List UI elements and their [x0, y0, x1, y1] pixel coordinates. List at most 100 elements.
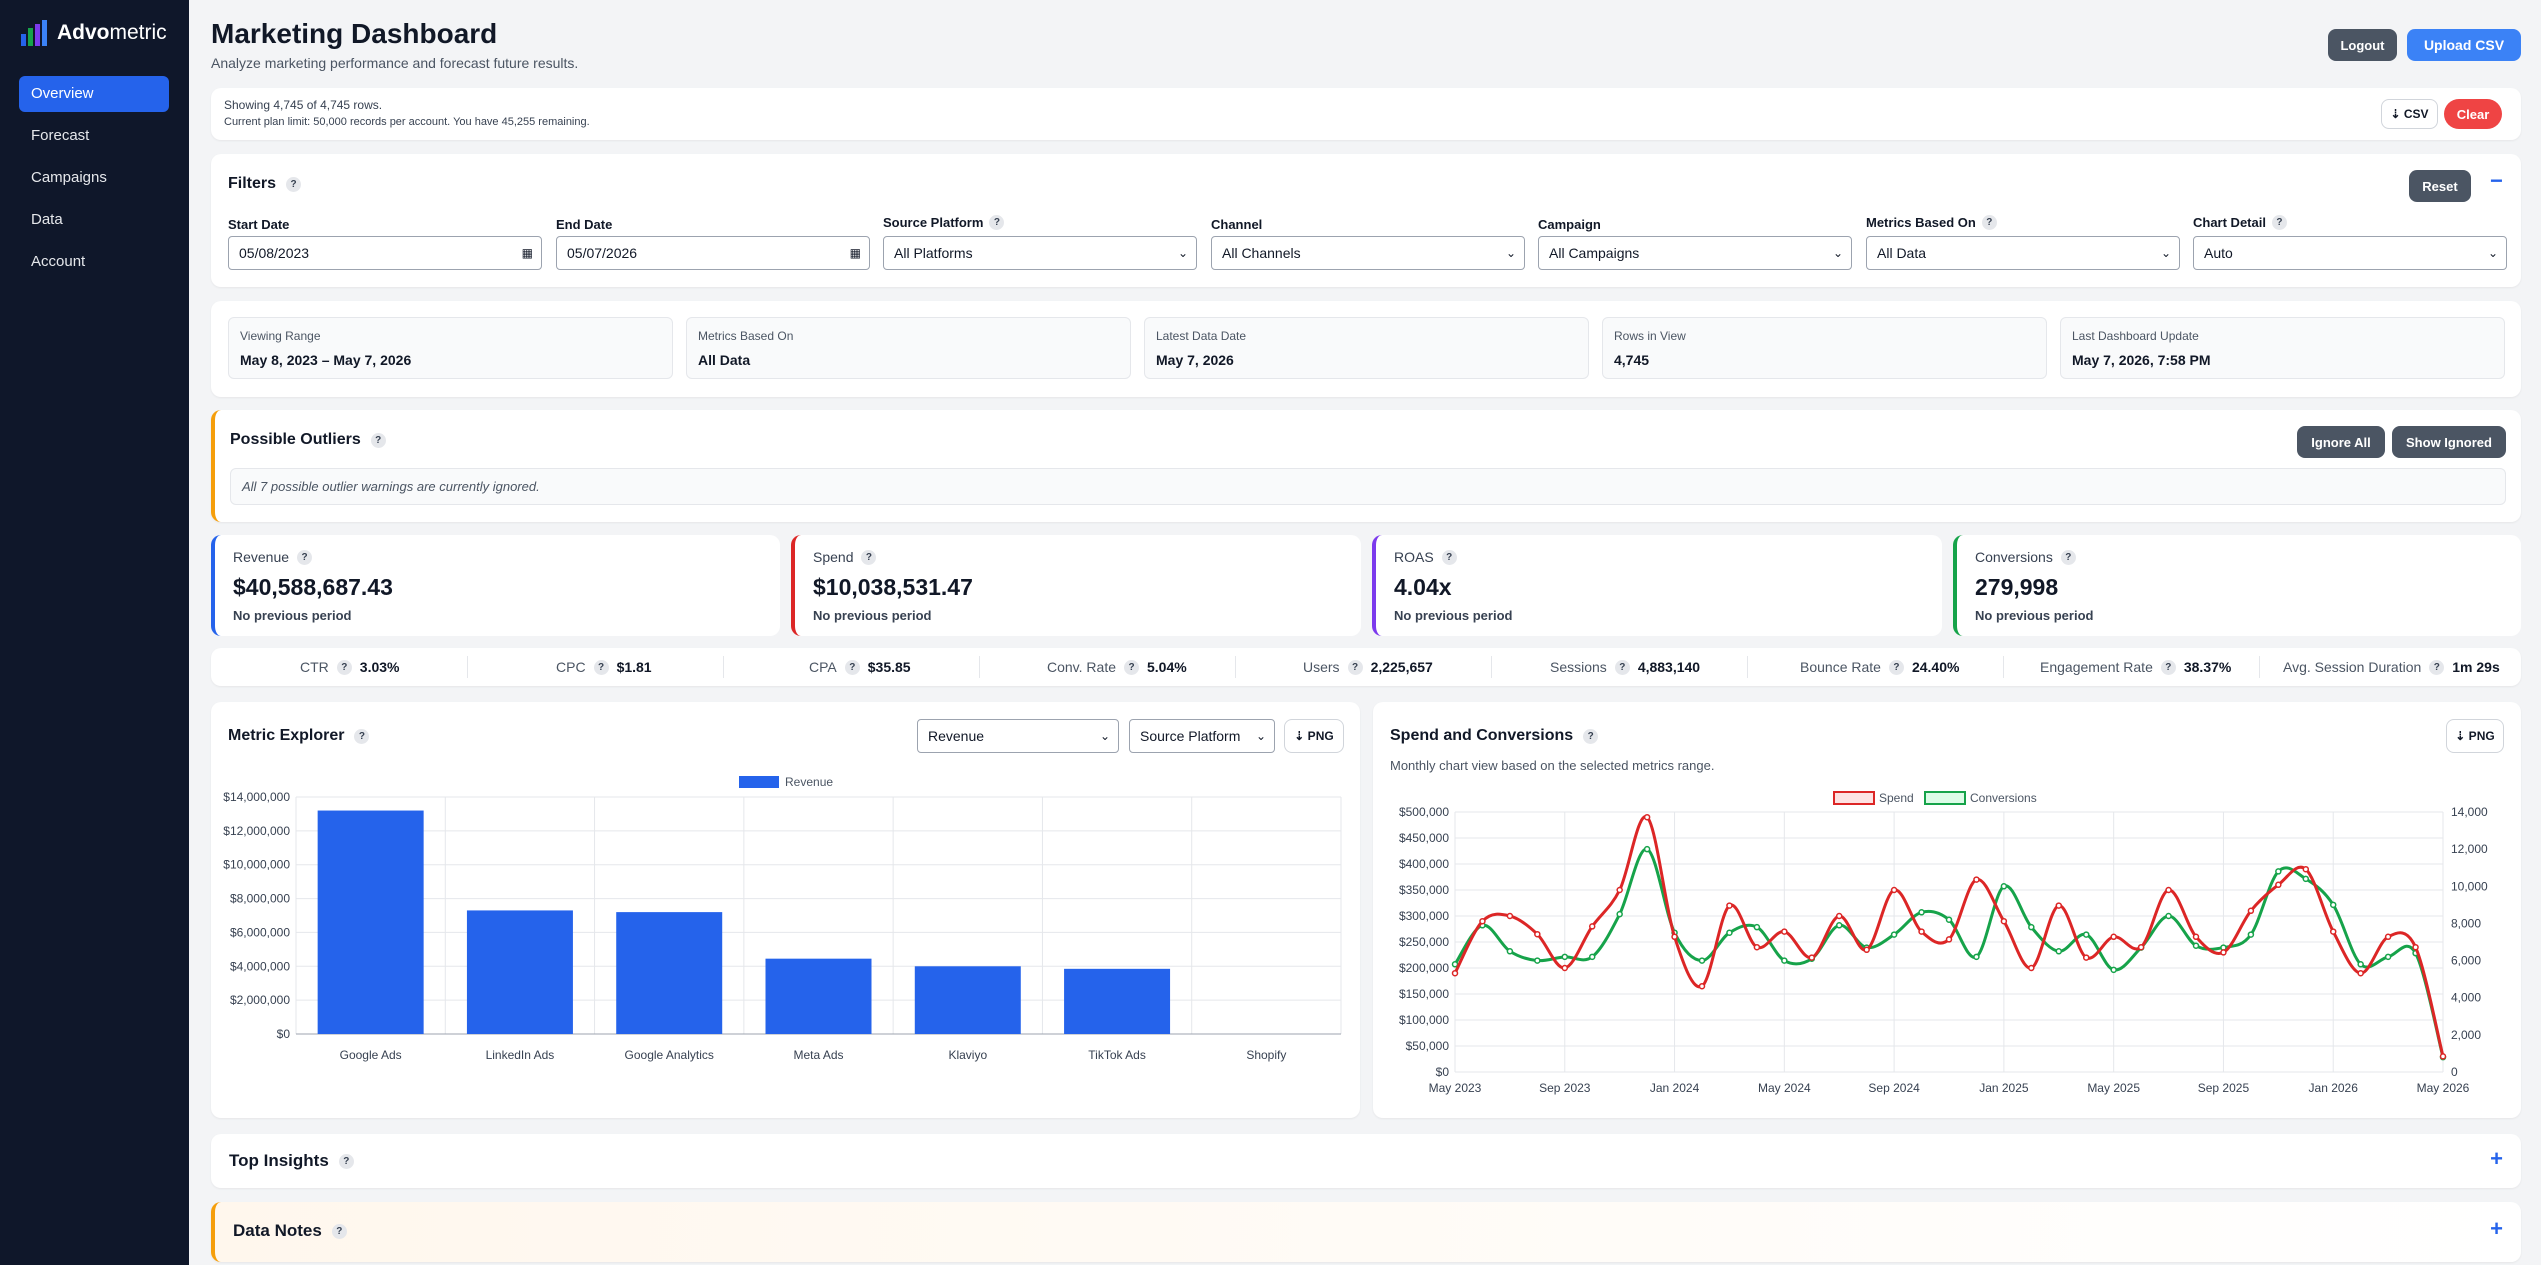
nav-item-campaigns[interactable]: Campaigns — [31, 169, 107, 186]
chart-detail-label: Chart Detail? — [2193, 215, 2287, 230]
channel-select[interactable]: All Channels ⌄ — [1211, 236, 1525, 270]
help-icon[interactable]: ? — [354, 728, 370, 744]
page-title: Marketing Dashboard — [211, 18, 498, 49]
bar — [765, 958, 872, 1034]
y-left-tick-label: $50,000 — [1406, 1039, 1450, 1053]
metric-explorer-card: Metric Explorer? Revenue ⌄ Source Platfor… — [211, 702, 1360, 1118]
metric-engagement-rate: Engagement Rate? 38.37% — [2040, 659, 2232, 675]
outliers-title: Possible Outliers? — [230, 431, 386, 449]
help-icon[interactable]: ? — [1981, 215, 1997, 230]
x-tick-label: Sep 2024 — [1868, 1081, 1920, 1095]
help-icon[interactable]: ? — [297, 549, 313, 565]
conversions-point — [1698, 957, 1706, 964]
conversions-point — [1451, 961, 1459, 968]
help-icon[interactable]: ? — [1441, 549, 1457, 565]
start-date-input[interactable]: 05/08/2023 ▦ — [228, 236, 542, 270]
help-icon[interactable]: ? — [2060, 549, 2076, 565]
help-icon[interactable]: ? — [844, 659, 860, 675]
revenue-bar-chart: Revenue $0 $2,000,000 $4,000,000 $6,000,000 $… — [223, 775, 1342, 1062]
y-left-tick-label: $400,000 — [1399, 857, 1449, 871]
nav-item-overview[interactable]: Overview — [19, 76, 169, 112]
brand-name: Advometric — [57, 21, 167, 44]
help-icon[interactable]: ? — [2160, 659, 2176, 675]
x-tick-label: Meta Ads — [793, 1048, 843, 1062]
help-icon[interactable]: ? — [2271, 215, 2287, 230]
conversions-point — [2384, 953, 2392, 961]
bar — [1064, 968, 1171, 1034]
nav-item-forecast[interactable]: Forecast — [31, 127, 90, 144]
spend-point — [1561, 964, 1569, 972]
expand-icon[interactable]: + — [2490, 1216, 2503, 1241]
spend-point — [2028, 964, 2035, 972]
spend-point — [1835, 912, 1843, 920]
x-tick-label: Jan 2026 — [2309, 1081, 2359, 1095]
help-icon[interactable]: ? — [338, 1153, 354, 1169]
metrics-based-on-select[interactable]: All Data ⌄ — [1866, 236, 2180, 270]
chevron-down-icon: ⌄ — [1099, 729, 1110, 743]
help-icon[interactable]: ? — [1124, 659, 1139, 675]
plan-limit-text: Current plan limit: 50,000 records per a… — [224, 116, 590, 128]
kpi-spend: Spend? $10,038,531.47 No previous period — [791, 535, 1361, 636]
nav-item-account[interactable]: Account — [31, 253, 86, 270]
data-notes-card[interactable]: Data Notes? + — [211, 1202, 2521, 1262]
brand[interactable]: Advometric — [19, 18, 167, 48]
spend-point — [1726, 902, 1733, 909]
y-left-tick-label: $0 — [1436, 1065, 1450, 1079]
y-left-tick-label: $500,000 — [1399, 805, 1449, 819]
upload-csv-button[interactable]: Upload CSV — [2407, 29, 2521, 61]
help-icon[interactable]: ? — [2429, 659, 2445, 675]
help-icon[interactable]: ? — [1583, 728, 1599, 744]
data-notes-title: Data Notes? — [233, 1221, 347, 1241]
collapse-filters-icon[interactable]: − — [2490, 168, 2503, 193]
metric-bounce-rate: Bounce Rate? 24.40% — [1800, 659, 1960, 675]
line-chart-png-button[interactable]: ⇣ PNG — [2446, 719, 2504, 753]
spend-point — [1918, 928, 1925, 935]
help-icon[interactable]: ? — [593, 659, 609, 675]
chart-detail-select[interactable]: Auto ⌄ — [2193, 236, 2507, 270]
spend-point — [2137, 943, 2145, 951]
help-icon[interactable]: ? — [1347, 659, 1363, 675]
y-left-tick-label: $150,000 — [1399, 987, 1449, 1001]
metric-sessions: Sessions? 4,883,140 — [1550, 659, 1701, 675]
conversions-point — [1890, 931, 1898, 938]
conversions-point — [2110, 966, 2117, 974]
group-by-select[interactable]: Source Platform ⌄ — [1129, 719, 1275, 753]
help-icon[interactable]: ? — [331, 1223, 347, 1239]
conversions-point — [1973, 953, 1980, 961]
nav-item-data[interactable]: Data — [31, 211, 63, 228]
help-icon[interactable]: ? — [861, 549, 877, 565]
source-platform-select[interactable]: All Platforms ⌄ — [883, 236, 1197, 270]
ignore-all-button[interactable]: Ignore All — [2297, 426, 2385, 458]
spend-point — [2275, 881, 2282, 889]
metric-divider — [723, 656, 724, 678]
conversions-point — [1918, 909, 1925, 916]
expand-icon[interactable]: + — [2490, 1146, 2503, 1171]
spend-point — [1671, 933, 1678, 941]
help-icon[interactable]: ? — [1888, 659, 1904, 675]
metric-select[interactable]: Revenue ⌄ — [917, 719, 1119, 753]
help-icon[interactable]: ? — [989, 215, 1005, 230]
campaign-select[interactable]: All Campaigns ⌄ — [1538, 236, 1852, 270]
conversions-point — [2000, 883, 2008, 890]
filters-title: Filters? — [228, 175, 302, 193]
bar-chart-png-button[interactable]: ⇣ PNG — [1284, 719, 1344, 753]
y-tick-label: $14,000,000 — [223, 790, 290, 804]
help-icon[interactable]: ? — [336, 659, 352, 675]
help-icon[interactable]: ? — [286, 176, 302, 192]
kpi-revenue: Revenue? $40,588,687.43 No previous peri… — [211, 535, 780, 636]
spend-point — [2082, 954, 2090, 961]
help-icon[interactable]: ? — [370, 432, 386, 448]
show-ignored-button[interactable]: Show Ignored — [2392, 426, 2506, 458]
x-tick-label: LinkedIn Ads — [486, 1048, 555, 1062]
top-insights-card[interactable]: Top Insights? + — [211, 1134, 2521, 1188]
reset-filters-button[interactable]: Reset — [2409, 170, 2471, 202]
logout-button[interactable]: Logout — [2328, 29, 2397, 61]
legend-swatch — [739, 776, 779, 788]
y-right-tick-label: 2,000 — [2451, 1028, 2481, 1042]
end-date-input[interactable]: 05/07/2026 ▦ — [556, 236, 870, 270]
csv-download-button[interactable]: ⇣ CSV — [2381, 99, 2438, 129]
clear-button[interactable]: Clear — [2444, 99, 2502, 129]
help-icon[interactable]: ? — [1614, 659, 1630, 675]
spend-point — [1534, 930, 1541, 938]
spend-point — [2302, 865, 2310, 873]
